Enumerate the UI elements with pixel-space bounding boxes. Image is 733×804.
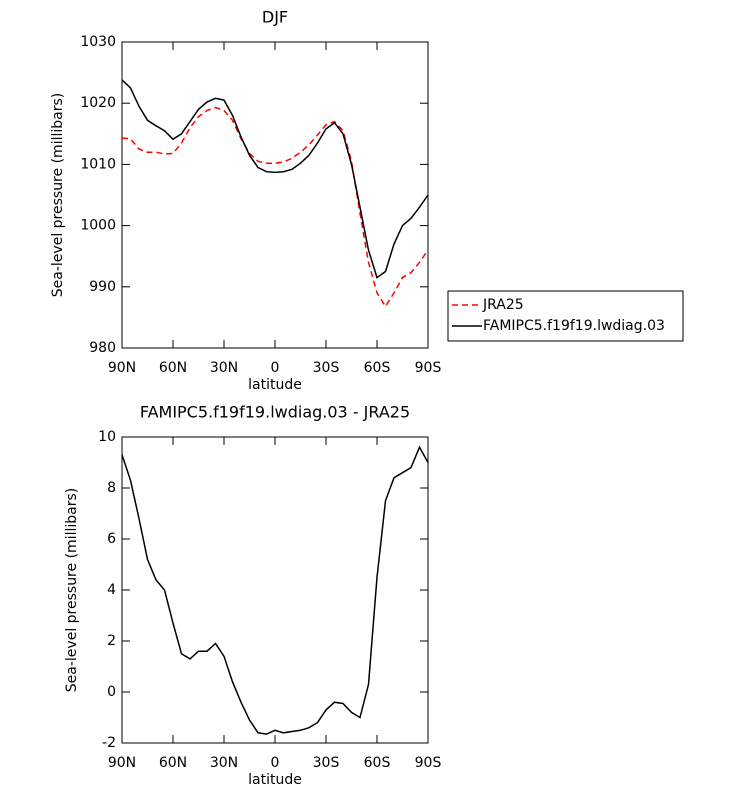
x-tick-label: 30N: [210, 755, 238, 771]
x-tick-label: 30N: [210, 360, 238, 376]
data-line: [121, 445, 429, 735]
chart-title: DJF: [262, 8, 288, 27]
x-tick-label: 60S: [364, 755, 391, 771]
x-tick-label: 90S: [415, 755, 442, 771]
y-axis-label: Sea-level pressure (millibars): [64, 488, 80, 692]
legend-label: FAMIPC5.f19f19.lwdiag.03: [483, 318, 665, 334]
x-tick-label: 60S: [364, 360, 391, 376]
legend-box: [447, 290, 684, 342]
plot-frame: [121, 436, 429, 744]
x-tick-label: 90N: [108, 360, 136, 376]
y-tick-label: 10: [98, 429, 116, 445]
y-tick-label: 1030: [80, 34, 116, 50]
y-tick-label: -2: [102, 735, 116, 751]
y-tick-label: 8: [107, 480, 116, 496]
y-tick-label: 980: [89, 340, 116, 356]
data-line: [121, 79, 429, 279]
data-line: [121, 106, 429, 308]
y-tick-label: 2: [107, 633, 116, 649]
x-tick-label: 60N: [159, 755, 187, 771]
y-tick-label: 990: [89, 279, 116, 295]
x-tick-label: 90N: [108, 755, 136, 771]
x-tick-label: 30S: [313, 360, 340, 376]
legend-label: JRA25: [482, 297, 524, 313]
x-axis-label: latitude: [248, 377, 302, 393]
y-tick-label: 1000: [80, 218, 116, 234]
x-tick-label: 0: [271, 755, 280, 771]
x-tick-label: 60N: [159, 360, 187, 376]
x-tick-label: 30S: [313, 755, 340, 771]
x-tick-label: 0: [271, 360, 280, 376]
x-axis-label: latitude: [248, 772, 302, 788]
y-tick-label: 0: [107, 684, 116, 700]
y-tick-label: 4: [107, 582, 116, 598]
chart-title: FAMIPC5.f19f19.lwdiag.03 - JRA25: [140, 403, 410, 422]
x-tick-label: 90S: [415, 360, 442, 376]
y-tick-label: 6: [107, 531, 116, 547]
y-tick-label: 1010: [80, 156, 116, 172]
y-axis-label: Sea-level pressure (millibars): [50, 93, 66, 297]
y-tick-label: 1020: [80, 95, 116, 111]
